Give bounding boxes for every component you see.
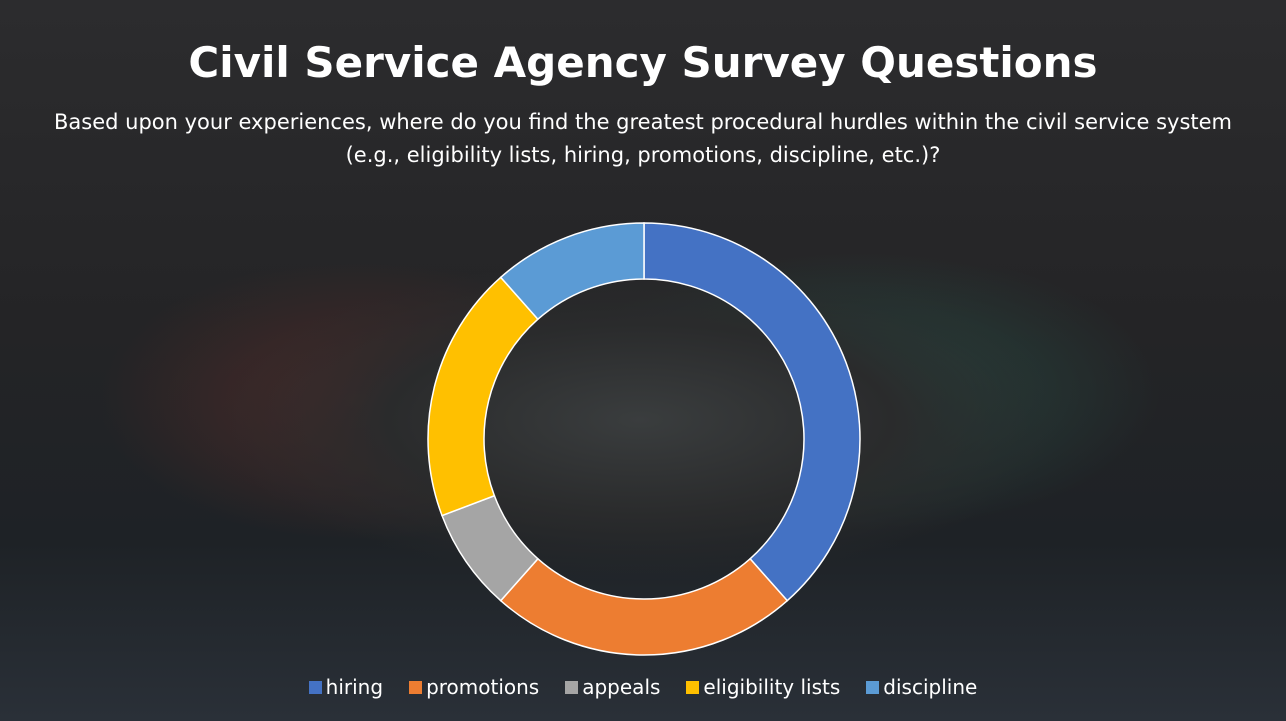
donut-segment <box>499 222 645 321</box>
legend-swatch <box>565 680 579 694</box>
legend: hiring promotions appeals eligibility lists… <box>0 675 1286 699</box>
donut-segment <box>499 557 789 656</box>
legend-swatch <box>409 680 423 694</box>
legend-item: discipline <box>866 675 977 699</box>
legend-swatch <box>308 680 322 694</box>
legend-label: discipline <box>883 675 978 699</box>
legend-label: hiring <box>325 675 384 699</box>
legend-swatch <box>686 680 700 694</box>
legend-item: appeals <box>565 675 660 699</box>
legend-label: appeals <box>582 675 661 699</box>
legend-item: promotions <box>409 675 539 699</box>
legend-label: promotions <box>426 675 540 699</box>
legend-item: eligibility lists <box>686 675 840 699</box>
legend-swatch <box>866 680 880 694</box>
legend-label: eligibility lists <box>703 675 841 699</box>
title: Civil Service Agency Survey Questions <box>188 38 1098 87</box>
subtitle: Based upon your experiences, where do yo… <box>54 110 1232 167</box>
donut-segment <box>427 276 539 517</box>
donut-segment <box>643 222 861 602</box>
legend-item: hiring <box>308 675 384 699</box>
